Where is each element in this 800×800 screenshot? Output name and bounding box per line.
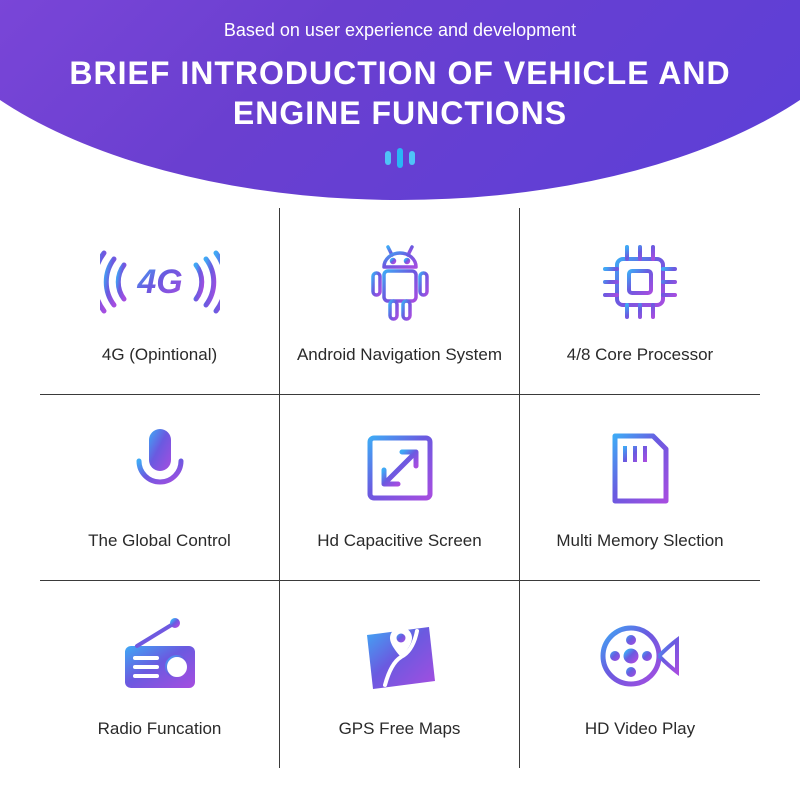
svg-text:4G: 4G (136, 263, 182, 301)
feature-cell-video: HD Video Play (520, 581, 760, 768)
feature-label: Radio Funcation (98, 719, 222, 739)
android-icon (360, 237, 440, 327)
feature-label: HD Video Play (585, 719, 695, 739)
feature-cell-android: Android Navigation System (280, 208, 520, 395)
feature-cell-4g: 4G 4G (Opintional) (40, 208, 280, 395)
feature-cell-processor: 4/8 Core Processor (520, 208, 760, 395)
video-icon (593, 611, 688, 701)
feature-label: GPS Free Maps (339, 719, 461, 739)
feature-cell-screen: Hd Capacitive Screen (280, 395, 520, 582)
feature-cell-radio: Radio Funcation (40, 581, 280, 768)
header-subtitle: Based on user experience and development (0, 20, 800, 41)
feature-cell-microphone: The Global Control (40, 395, 280, 582)
feature-label: 4G (Opintional) (102, 345, 217, 365)
header-title: BRIEF INTRODUCTION OF VEHICLE AND ENGINE… (0, 53, 800, 133)
feature-cell-gps: GPS Free Maps (280, 581, 520, 768)
processor-icon (595, 237, 685, 327)
feature-label: Android Navigation System (297, 345, 502, 365)
gps-icon (357, 611, 442, 701)
features-grid: 4G 4G (Opintional) Android Navig (40, 208, 760, 768)
feature-label: 4/8 Core Processor (567, 345, 713, 365)
radio-icon (115, 611, 205, 701)
memory-icon (603, 423, 678, 513)
screen-icon (360, 423, 440, 513)
microphone-icon (125, 423, 195, 513)
feature-cell-memory: Multi Memory Slection (520, 395, 760, 582)
feature-label: Hd Capacitive Screen (317, 531, 481, 551)
4g-icon: 4G (100, 237, 220, 327)
header: Based on user experience and development… (0, 0, 800, 198)
feature-label: Multi Memory Slection (556, 531, 723, 551)
decorative-dots (0, 148, 800, 168)
feature-label: The Global Control (88, 531, 231, 551)
